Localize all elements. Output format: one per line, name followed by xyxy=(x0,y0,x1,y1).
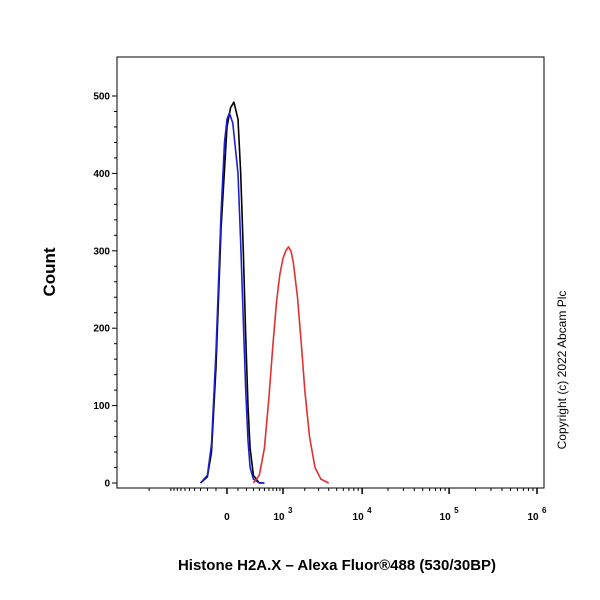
y-tick-label: 0 xyxy=(104,479,110,490)
x-tick-exponent: 6 xyxy=(542,506,547,515)
plot-frame xyxy=(116,56,545,489)
y-tick-label: 400 xyxy=(93,169,110,180)
x-tick-label: 10 xyxy=(353,512,365,523)
x-tick-exponent: 3 xyxy=(288,506,293,515)
series-layer xyxy=(199,101,330,484)
y-tick-label: 500 xyxy=(93,92,110,103)
x-tick-label: 10 xyxy=(440,512,452,523)
y-axis-ticks: 0 100 200 300 400 500 xyxy=(93,92,117,490)
y-tick-label: 300 xyxy=(93,246,110,257)
x-tick-exponent: 4 xyxy=(367,506,372,515)
y-tick-label: 200 xyxy=(93,324,110,335)
x-axis-title: Histone H2A.X – Alexa Fluor®488 (530/30B… xyxy=(178,557,496,574)
series-line-3 xyxy=(252,246,330,484)
x-tick-label: 0 xyxy=(224,512,230,523)
x-tick-label: 10 xyxy=(527,512,539,523)
x-tick-exponent: 5 xyxy=(454,506,459,515)
copyright-annotation: Copyright (c) 2022 Abcam Plc xyxy=(555,291,569,450)
series-line-1 xyxy=(199,101,265,484)
series-line-2 xyxy=(199,112,265,484)
x-tick-label: 10 xyxy=(273,512,285,523)
y-axis-title: Count xyxy=(40,247,59,296)
y-tick-label: 100 xyxy=(93,401,110,412)
